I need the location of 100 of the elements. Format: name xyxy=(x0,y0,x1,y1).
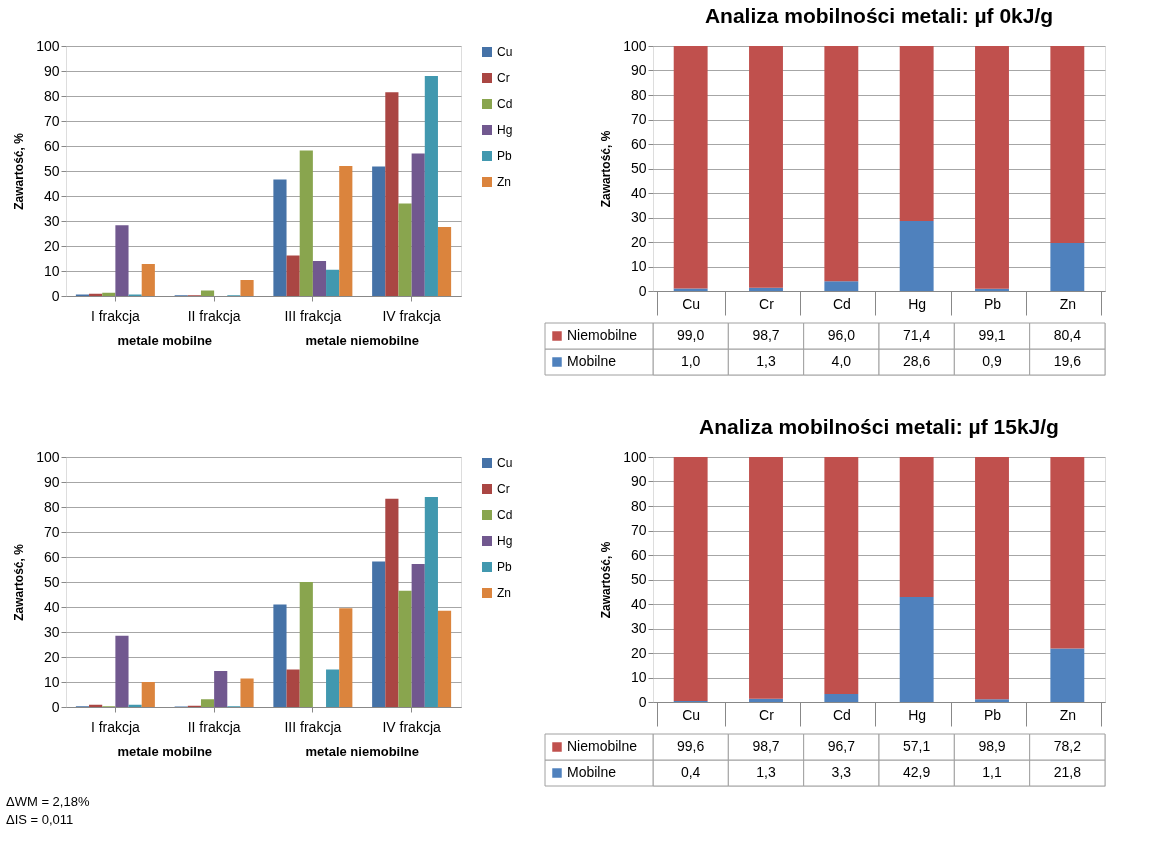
data-label: 99,1 xyxy=(978,327,1006,343)
text: metale mobilne xyxy=(117,333,213,348)
bar xyxy=(899,46,934,221)
bar xyxy=(824,46,859,282)
x-tick-label: II frakcja xyxy=(187,307,241,324)
bar xyxy=(385,92,399,296)
y-tick-label: 80 xyxy=(43,87,60,104)
bar xyxy=(437,610,452,707)
x-tick-label: I frakcja xyxy=(90,718,141,735)
data-label: 1,3 xyxy=(756,764,776,780)
data-label: 0,4 xyxy=(680,764,701,780)
y-tick-label: 80 xyxy=(43,498,60,515)
y-tick-label: 60 xyxy=(630,546,647,563)
bar xyxy=(200,699,215,707)
data-label: 99,6 xyxy=(677,738,705,754)
y-tick-label: 60 xyxy=(43,137,60,154)
bar xyxy=(326,669,340,707)
bar xyxy=(424,497,438,707)
data-label: 4,0 xyxy=(831,353,852,369)
legend-label: Hg xyxy=(497,534,513,548)
y-axis-title: Zawartość, % xyxy=(12,543,27,621)
text: metale niemobilne xyxy=(305,333,419,348)
y-tick-label: 20 xyxy=(43,648,60,665)
legend-label: Cd xyxy=(497,97,513,111)
text: ΔIS = 0,011 xyxy=(6,812,74,827)
y-tick-label: 90 xyxy=(630,473,647,489)
bar xyxy=(102,292,116,296)
y-tick-label: 100 xyxy=(36,448,60,465)
y-axis-title: Zawartość, % xyxy=(12,132,27,210)
legend-label: Pb xyxy=(497,149,512,163)
bar xyxy=(273,179,287,296)
legend-label: Cr xyxy=(497,71,510,85)
bar xyxy=(824,281,859,291)
y-tick-label: 50 xyxy=(630,160,647,176)
legend-label: Zn xyxy=(497,586,512,600)
bar xyxy=(1050,242,1085,291)
x-tick-label: Hg xyxy=(908,295,927,312)
bar xyxy=(240,280,254,296)
bar xyxy=(286,255,300,296)
x-tick-label: III frakcja xyxy=(284,307,342,324)
legend-label: Niemobilne xyxy=(567,738,638,754)
bar xyxy=(673,46,708,289)
bar xyxy=(115,635,129,707)
bar xyxy=(673,457,708,702)
bar xyxy=(372,561,386,707)
x-tick-label: III frakcja xyxy=(284,718,342,735)
y-tick-label: 40 xyxy=(630,184,647,201)
data-label: 98,7 xyxy=(752,738,780,754)
y-tick-label: 90 xyxy=(43,473,60,490)
legend-label: Pb xyxy=(497,560,512,574)
data-label: 21,8 xyxy=(1053,764,1082,780)
y-tick-label: 90 xyxy=(43,62,60,79)
x-tick-label: Cu xyxy=(682,295,701,312)
legend-label: Cr xyxy=(497,482,510,496)
bar xyxy=(326,269,340,296)
bar xyxy=(975,46,1009,289)
y-axis-title: Zawartość, % xyxy=(599,130,614,208)
data-label: 96,0 xyxy=(827,327,856,343)
y-tick-label: 40 xyxy=(43,598,60,615)
x-tick-label: Pb xyxy=(983,706,1002,723)
x-tick-label: I frakcja xyxy=(90,307,141,324)
legend-label: Cu xyxy=(497,45,513,59)
y-tick-label: 70 xyxy=(43,112,60,129)
bar xyxy=(824,457,859,694)
bar xyxy=(749,287,783,291)
data-label: 1,3 xyxy=(756,353,776,369)
y-tick-label: 70 xyxy=(630,522,647,538)
data-label: 98,9 xyxy=(978,738,1006,754)
bar xyxy=(975,699,1009,702)
y-tick-label: 70 xyxy=(43,523,60,540)
chart-title: Analiza mobilności metali: µf 15kJ/g xyxy=(699,415,1059,438)
bar xyxy=(975,288,1009,291)
y-tick-label: 40 xyxy=(630,595,647,612)
data-label: 1,1 xyxy=(982,764,1002,780)
x-tick-label: Hg xyxy=(908,706,927,723)
data-label: 42,9 xyxy=(903,764,931,780)
legend-label: Mobilne xyxy=(567,353,617,369)
y-tick-label: 0 xyxy=(638,282,647,299)
bar xyxy=(273,604,287,707)
bar xyxy=(214,671,228,707)
legend-label: Hg xyxy=(497,123,513,137)
x-tick-label: Cr xyxy=(759,295,775,312)
y-tick-label: 30 xyxy=(43,212,60,229)
y-tick-label: 10 xyxy=(630,669,647,685)
bar xyxy=(115,225,129,296)
y-tick-label: 50 xyxy=(43,162,60,179)
bar xyxy=(411,564,425,707)
text: metale niemobilne xyxy=(305,744,419,759)
y-tick-label: 90 xyxy=(630,62,647,78)
y-tick-label: 50 xyxy=(43,573,60,590)
x-tick-label: Cr xyxy=(759,706,775,723)
data-label: 80,4 xyxy=(1053,327,1082,343)
y-tick-label: 80 xyxy=(630,497,647,514)
y-tick-label: 100 xyxy=(623,37,647,54)
data-label: 78,2 xyxy=(1053,738,1082,754)
bar xyxy=(312,261,327,296)
bar xyxy=(372,166,386,296)
bar xyxy=(975,457,1009,700)
bar xyxy=(200,290,215,296)
y-tick-label: 0 xyxy=(51,698,60,715)
